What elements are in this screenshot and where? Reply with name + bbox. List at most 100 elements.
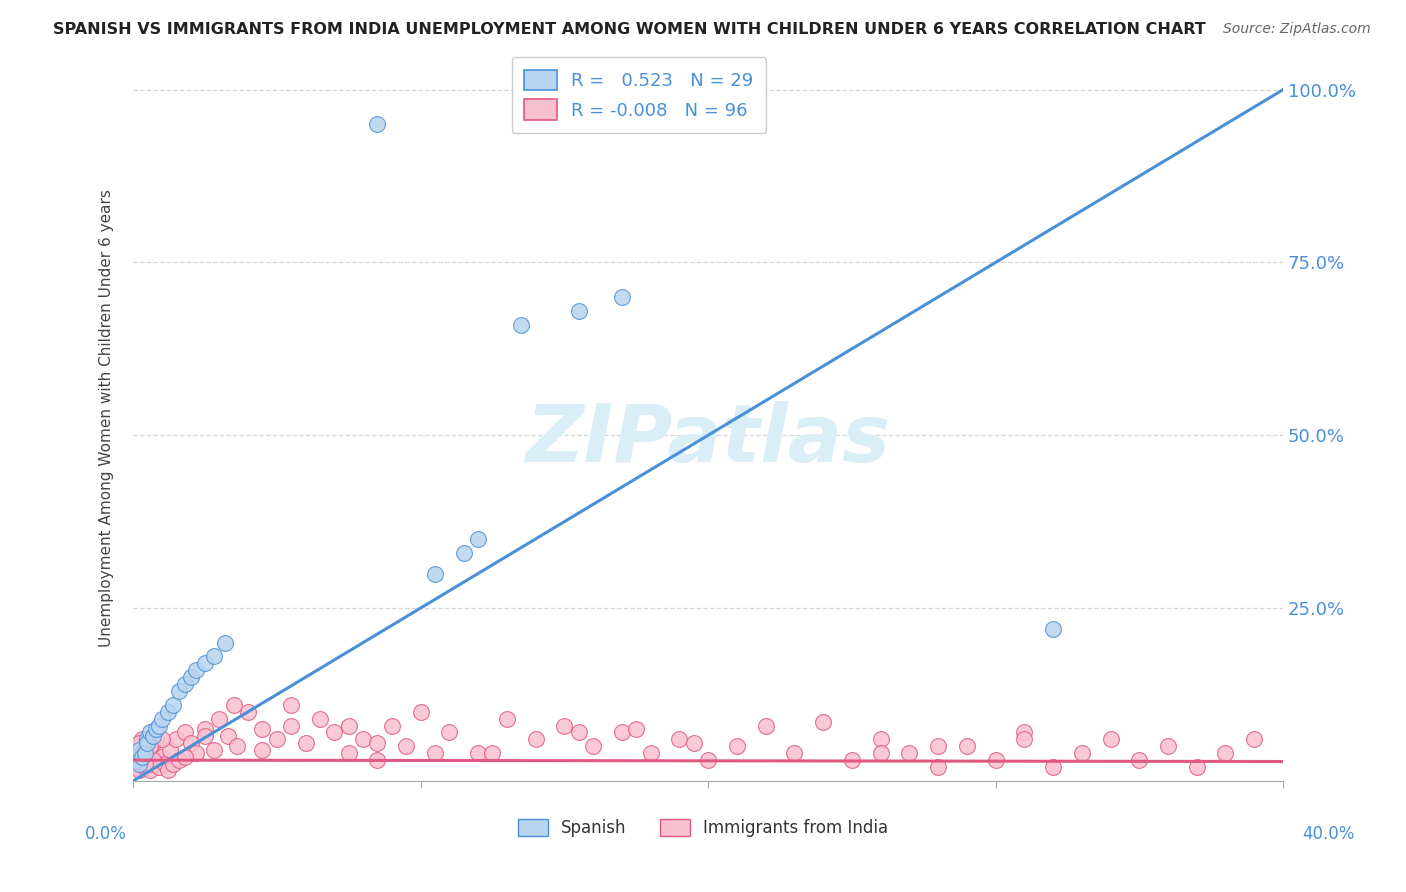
Point [128, 739, 150, 754]
Point [134, 756, 156, 771]
Point [568, 725, 591, 739]
Point [134, 736, 156, 750]
Point [352, 732, 374, 747]
Point [337, 718, 360, 732]
Point [150, 749, 173, 764]
Point [1042, 622, 1064, 636]
Point [162, 698, 184, 712]
Point [1185, 760, 1208, 774]
Point [481, 746, 503, 760]
Point [869, 732, 891, 747]
Point [194, 722, 217, 736]
Point [150, 712, 173, 726]
Point [754, 718, 776, 732]
Point [1099, 732, 1122, 747]
Point [423, 746, 446, 760]
Point [150, 732, 173, 747]
Point [125, 753, 148, 767]
Point [186, 663, 208, 677]
Point [927, 760, 949, 774]
Text: 40.0%: 40.0% [1302, 825, 1355, 843]
Point [582, 739, 605, 754]
Legend: Spanish, Immigrants from India: Spanish, Immigrants from India [510, 812, 896, 844]
Point [173, 677, 195, 691]
Point [125, 743, 148, 757]
Point [553, 718, 575, 732]
Point [984, 753, 1007, 767]
Point [134, 746, 156, 760]
Point [145, 732, 167, 747]
Point [131, 732, 153, 747]
Text: ZIPatlas: ZIPatlas [526, 401, 890, 479]
Point [194, 657, 217, 671]
Point [202, 743, 225, 757]
Point [668, 732, 690, 747]
Point [145, 753, 167, 767]
Point [1070, 746, 1092, 760]
Point [927, 739, 949, 754]
Point [142, 753, 165, 767]
Point [131, 749, 153, 764]
Point [811, 715, 834, 730]
Point [610, 290, 633, 304]
Point [467, 746, 489, 760]
Point [453, 546, 475, 560]
Text: 0.0%: 0.0% [84, 825, 127, 843]
Point [173, 725, 195, 739]
Point [153, 756, 176, 771]
Point [568, 304, 591, 318]
Point [136, 739, 159, 754]
Point [173, 749, 195, 764]
Point [381, 718, 404, 732]
Point [610, 725, 633, 739]
Point [139, 764, 162, 778]
Point [142, 756, 165, 771]
Point [366, 736, 388, 750]
Point [159, 743, 181, 757]
Point [280, 718, 302, 732]
Point [214, 635, 236, 649]
Point [225, 739, 247, 754]
Point [186, 746, 208, 760]
Point [783, 746, 806, 760]
Text: SPANISH VS IMMIGRANTS FROM INDIA UNEMPLOYMENT AMONG WOMEN WITH CHILDREN UNDER 6 : SPANISH VS IMMIGRANTS FROM INDIA UNEMPLO… [53, 22, 1206, 37]
Point [624, 722, 647, 736]
Point [167, 753, 190, 767]
Point [1012, 725, 1035, 739]
Point [1012, 732, 1035, 747]
Point [167, 684, 190, 698]
Point [252, 743, 274, 757]
Point [136, 732, 159, 747]
Point [266, 732, 288, 747]
Point [134, 760, 156, 774]
Text: Source: ZipAtlas.com: Source: ZipAtlas.com [1223, 22, 1371, 37]
Point [145, 722, 167, 736]
Point [467, 532, 489, 546]
Point [1243, 732, 1265, 747]
Point [136, 736, 159, 750]
Point [309, 712, 332, 726]
Point [510, 318, 533, 332]
Point [131, 756, 153, 771]
Point [194, 729, 217, 743]
Point [1128, 753, 1150, 767]
Point [180, 670, 202, 684]
Point [125, 760, 148, 774]
Point [682, 736, 704, 750]
Point [337, 746, 360, 760]
Point [869, 746, 891, 760]
Point [148, 760, 170, 774]
Point [139, 746, 162, 760]
Point [280, 698, 302, 712]
Point [156, 705, 179, 719]
Point [139, 739, 162, 754]
Point [1157, 739, 1180, 754]
Point [725, 739, 748, 754]
Point [697, 753, 720, 767]
Legend: R =   0.523   N = 29, R = -0.008   N = 96: R = 0.523 N = 29, R = -0.008 N = 96 [512, 57, 766, 133]
Y-axis label: Unemployment Among Women with Children Under 6 years: Unemployment Among Women with Children U… [100, 189, 114, 647]
Point [495, 712, 517, 726]
Point [128, 736, 150, 750]
Point [423, 566, 446, 581]
Point [409, 705, 432, 719]
